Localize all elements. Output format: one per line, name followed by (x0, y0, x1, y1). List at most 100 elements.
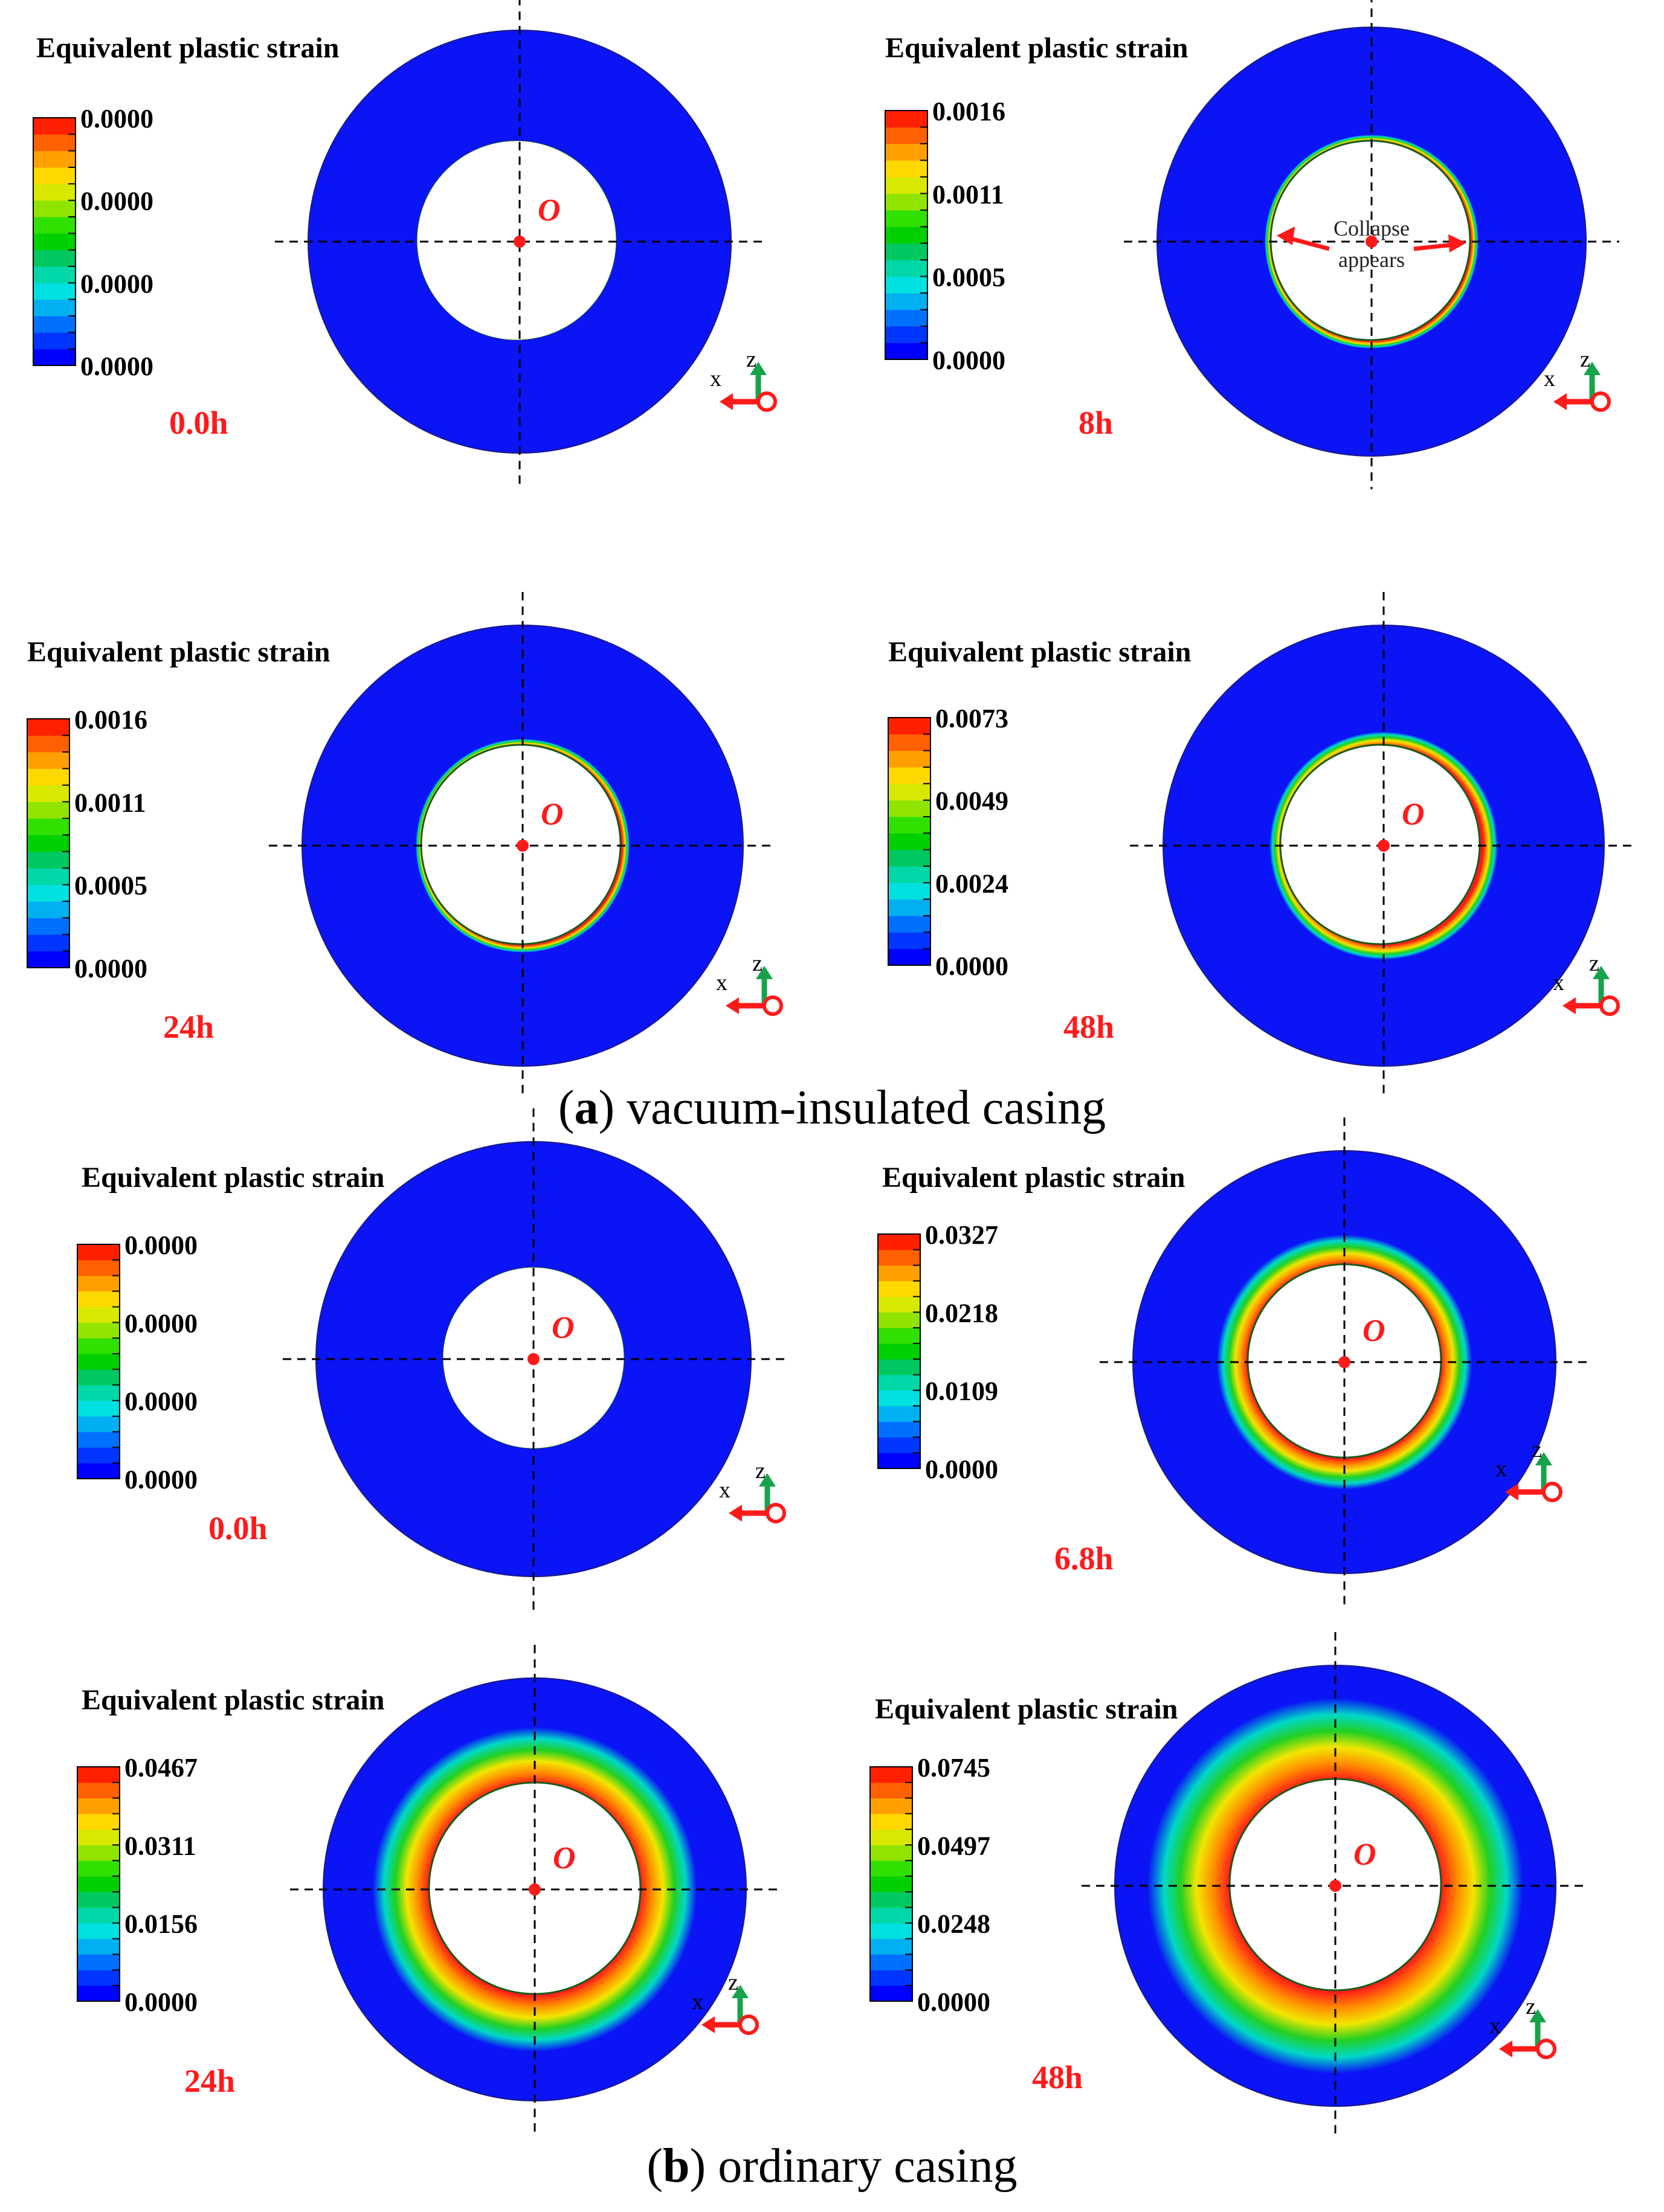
center-label: O (1362, 1314, 1385, 1348)
legend-band (27, 868, 69, 886)
legend-band (27, 835, 69, 852)
legend-band (77, 1970, 120, 1986)
legend-band (77, 1291, 120, 1307)
legend-label: 0.0000 (124, 1308, 198, 1338)
x-axis-arrowhead-icon (1505, 1484, 1518, 1500)
legend-band (885, 193, 927, 211)
legend-band (885, 127, 927, 144)
legend-band (77, 1307, 120, 1323)
z-axis-label: z (752, 951, 763, 976)
legend-band (870, 1876, 912, 1892)
collapse-arrow-right-head (1448, 234, 1466, 252)
legend-band (885, 276, 927, 294)
color-legend: 0.0000 0.0000 0.0000 0.0000 (77, 1230, 198, 1494)
legend-label: 0.0011 (74, 788, 146, 817)
legend-band (885, 176, 927, 194)
color-legend: 0.0073 0.0049 0.0024 0.0000 (888, 704, 1008, 981)
z-axis-arrowhead-icon (750, 362, 767, 375)
legend-label: 0.0218 (925, 1298, 998, 1328)
panel-a3: Equivalent plastic strain0.00160.00110.0… (27, 592, 783, 1099)
time-label: 24h (163, 1009, 214, 1045)
legend-band (77, 1813, 120, 1830)
time-label: 48h (1063, 1009, 1114, 1045)
x-axis-label: x (1544, 366, 1555, 391)
center-point (517, 840, 529, 852)
legend-band (878, 1312, 920, 1328)
legend-band (870, 1907, 912, 1924)
legend-band (888, 718, 930, 735)
legend-band (27, 818, 69, 835)
legend-frame (888, 717, 931, 966)
legend-band (77, 1447, 120, 1464)
legend-label: 0.0011 (932, 179, 1004, 209)
center-point (514, 236, 526, 248)
legend-band (33, 217, 76, 234)
axis-triad-icon: zx (716, 951, 783, 1016)
legend-frame (33, 117, 76, 366)
legend-title: Equivalent plastic strain (882, 1162, 1185, 1194)
legend-band (870, 1970, 912, 1986)
legend-band (885, 326, 927, 344)
y-axis-out-of-plane-icon (763, 995, 783, 1016)
center-point (1338, 1356, 1350, 1368)
legend-label: 0.0000 (74, 954, 147, 983)
z-axis-label: z (728, 1970, 738, 1995)
legend-band (885, 143, 927, 161)
legend-band (27, 884, 69, 902)
legend-band (878, 1358, 920, 1375)
legend-band (888, 932, 930, 950)
legend-band (885, 342, 927, 360)
panels-layer: Equivalent plastic strain 0.0000 0.0000 0.0… (27, 0, 1637, 2140)
center-point (1366, 236, 1378, 248)
legend-label: 0.0024 (935, 869, 1008, 898)
z-axis-arrowhead-icon (1593, 966, 1610, 979)
legend-band (33, 349, 76, 366)
legend-band (33, 200, 76, 217)
y-axis-out-of-plane-icon (1536, 2039, 1556, 2059)
z-axis-arrowhead-icon (1535, 1452, 1552, 1465)
center-label: O (552, 1311, 575, 1345)
legend-band (33, 332, 76, 350)
legend-band (878, 1343, 920, 1360)
legend-label: 0.0000 (124, 1465, 198, 1494)
legend-band (33, 299, 76, 317)
legend-band (870, 1829, 912, 1845)
color-legend: 0.0467 0.0311 0.0156 0.0000 (77, 1753, 198, 2017)
axis-triad-icon: zx (719, 1458, 786, 1523)
legend-band (27, 735, 69, 753)
legend-label: 0.0497 (917, 1831, 990, 1860)
legend-label: 0.0000 (80, 352, 153, 381)
legend-title: Equivalent plastic strain (885, 32, 1188, 64)
axis-triad-icon: zx (1495, 1437, 1562, 1502)
caption-b-letter: b (663, 2140, 690, 2193)
color-legend: 0.0327 0.0218 0.0109 0.0000 (877, 1220, 998, 1484)
legend-band (870, 1798, 912, 1815)
legend-band (878, 1406, 920, 1422)
legend-band (27, 918, 69, 935)
time-label: 48h (1032, 2059, 1083, 2095)
legend-label: 0.0049 (935, 786, 1008, 816)
legend-band (878, 1437, 920, 1453)
caption-a-letter: a (574, 1081, 598, 1134)
legend-band (77, 1845, 120, 1861)
center-label: O (541, 797, 564, 832)
legend-label: 0.0073 (935, 704, 1008, 733)
legend-band (888, 883, 930, 900)
legend-band (77, 1416, 120, 1432)
time-label: 6.8h (1054, 1540, 1114, 1577)
legend-band (878, 1374, 920, 1391)
legend-band (33, 167, 76, 184)
legend-band (77, 1338, 120, 1354)
legend-band (77, 1829, 120, 1845)
z-axis-label: z (1589, 951, 1599, 976)
legend-band (77, 1322, 120, 1339)
center-point (527, 1353, 540, 1365)
legend-band (77, 1400, 120, 1417)
z-axis-arrowhead-icon (759, 1473, 776, 1487)
legend-band (77, 1923, 120, 1940)
legend-band (27, 851, 69, 869)
z-axis-label: z (746, 347, 756, 372)
legend-band (33, 233, 76, 251)
legend-title: Equivalent plastic strain (27, 636, 330, 668)
